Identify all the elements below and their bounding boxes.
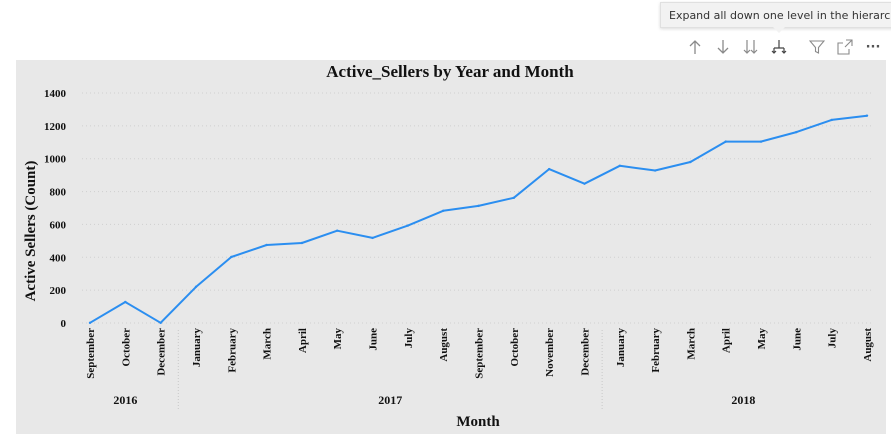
line-chart: Active_Sellers by Year and Month Active … — [23, 62, 874, 430]
x-axis-month-labels: September October December January February M… — [85, 328, 874, 379]
data-point[interactable] — [477, 204, 480, 208]
x-month-label: August — [862, 328, 874, 362]
x-year-label: 2016 — [113, 393, 137, 407]
data-point[interactable] — [830, 118, 833, 122]
drill-down-button[interactable] — [712, 36, 734, 58]
data-point[interactable] — [371, 236, 374, 240]
x-month-label: September — [85, 328, 97, 379]
x-axis-year-labels: 2016 2017 2018 — [113, 330, 755, 410]
x-month-label: April — [297, 328, 309, 353]
x-month-label: February — [650, 328, 662, 373]
filter-icon — [809, 40, 825, 54]
data-point[interactable] — [759, 140, 763, 143]
y-tick-label: 1000 — [44, 154, 67, 166]
more-options-icon: ··· — [865, 39, 881, 55]
focus-mode-icon — [837, 39, 853, 55]
tooltip-text: Expand all down one level in the hierarc… — [669, 9, 891, 22]
data-point[interactable] — [265, 243, 268, 247]
filter-button[interactable] — [806, 36, 828, 58]
y-axis-title: Active Sellers (Count) — [23, 161, 39, 302]
x-month-label: July — [827, 328, 839, 349]
x-month-label: June — [791, 328, 803, 351]
drill-up-button[interactable] — [684, 36, 706, 58]
gridlines — [82, 92, 873, 324]
data-point[interactable] — [512, 196, 516, 200]
x-month-label: January — [615, 328, 627, 368]
x-month-label: July — [403, 328, 415, 349]
series-line[interactable] — [89, 114, 868, 324]
arrow-down-icon — [717, 40, 729, 54]
x-year-label: 2017 — [378, 393, 402, 407]
data-point[interactable] — [441, 209, 445, 212]
double-arrow-down-icon — [743, 40, 758, 54]
data-point[interactable] — [336, 229, 339, 232]
x-month-label: November — [544, 328, 556, 377]
data-point[interactable] — [406, 224, 410, 227]
data-point[interactable] — [194, 285, 198, 289]
y-tick-label: 600 — [50, 219, 67, 231]
x-month-label: January — [191, 328, 203, 368]
expand-hierarchy-button[interactable] — [768, 36, 790, 58]
hierarchy-tooltip: Expand all down one level in the hierarc… — [660, 2, 891, 28]
x-month-label: September — [474, 328, 486, 379]
x-month-label: October — [120, 328, 132, 367]
expand-hierarchy-icon — [771, 40, 787, 54]
chart-title: Active_Sellers by Year and Month — [326, 62, 574, 81]
focus-mode-button[interactable] — [834, 36, 856, 58]
go-to-next-level-button[interactable] — [740, 36, 762, 58]
y-tick-label: 0 — [61, 318, 67, 330]
y-tick-label: 1400 — [44, 88, 67, 100]
y-tick-label: 200 — [50, 285, 67, 297]
tooltip-pointer — [773, 27, 785, 33]
series-lines — [88, 114, 869, 325]
data-point[interactable] — [230, 255, 233, 259]
x-month-label: March — [262, 328, 274, 360]
data-point[interactable] — [865, 114, 869, 117]
data-point[interactable] — [724, 140, 727, 143]
x-month-label: February — [226, 328, 238, 373]
x-year-label: 2018 — [731, 393, 755, 407]
data-point[interactable] — [618, 164, 621, 167]
x-month-label: May — [756, 328, 768, 350]
y-axis-ticks: 0 200 400 600 800 1000 1200 1400 — [44, 88, 67, 330]
data-point[interactable] — [88, 321, 92, 325]
x-month-label: April — [721, 328, 733, 353]
data-point[interactable] — [795, 130, 798, 134]
x-month-label: May — [332, 328, 344, 350]
data-point[interactable] — [583, 182, 586, 185]
x-month-label: March — [685, 328, 697, 360]
data-point[interactable] — [547, 167, 551, 171]
arrow-up-icon — [689, 40, 701, 54]
x-month-label: October — [509, 328, 521, 367]
data-point[interactable] — [300, 241, 304, 245]
visual-header-toolbar: ··· — [684, 36, 890, 58]
x-month-label: August — [438, 328, 450, 362]
y-tick-label: 800 — [50, 187, 67, 199]
x-axis-title: Month — [456, 414, 500, 430]
chart-panel[interactable]: Active_Sellers by Year and Month Active … — [16, 60, 886, 434]
y-tick-label: 1200 — [44, 121, 67, 133]
data-point[interactable] — [653, 169, 657, 172]
data-point[interactable] — [159, 321, 162, 325]
x-month-label: December — [156, 328, 168, 376]
data-point[interactable] — [689, 160, 692, 164]
x-month-label: June — [368, 328, 380, 351]
x-month-label: December — [579, 328, 591, 376]
y-tick-label: 400 — [50, 252, 67, 264]
data-point[interactable] — [124, 300, 127, 304]
more-options-button[interactable]: ··· — [862, 36, 884, 58]
